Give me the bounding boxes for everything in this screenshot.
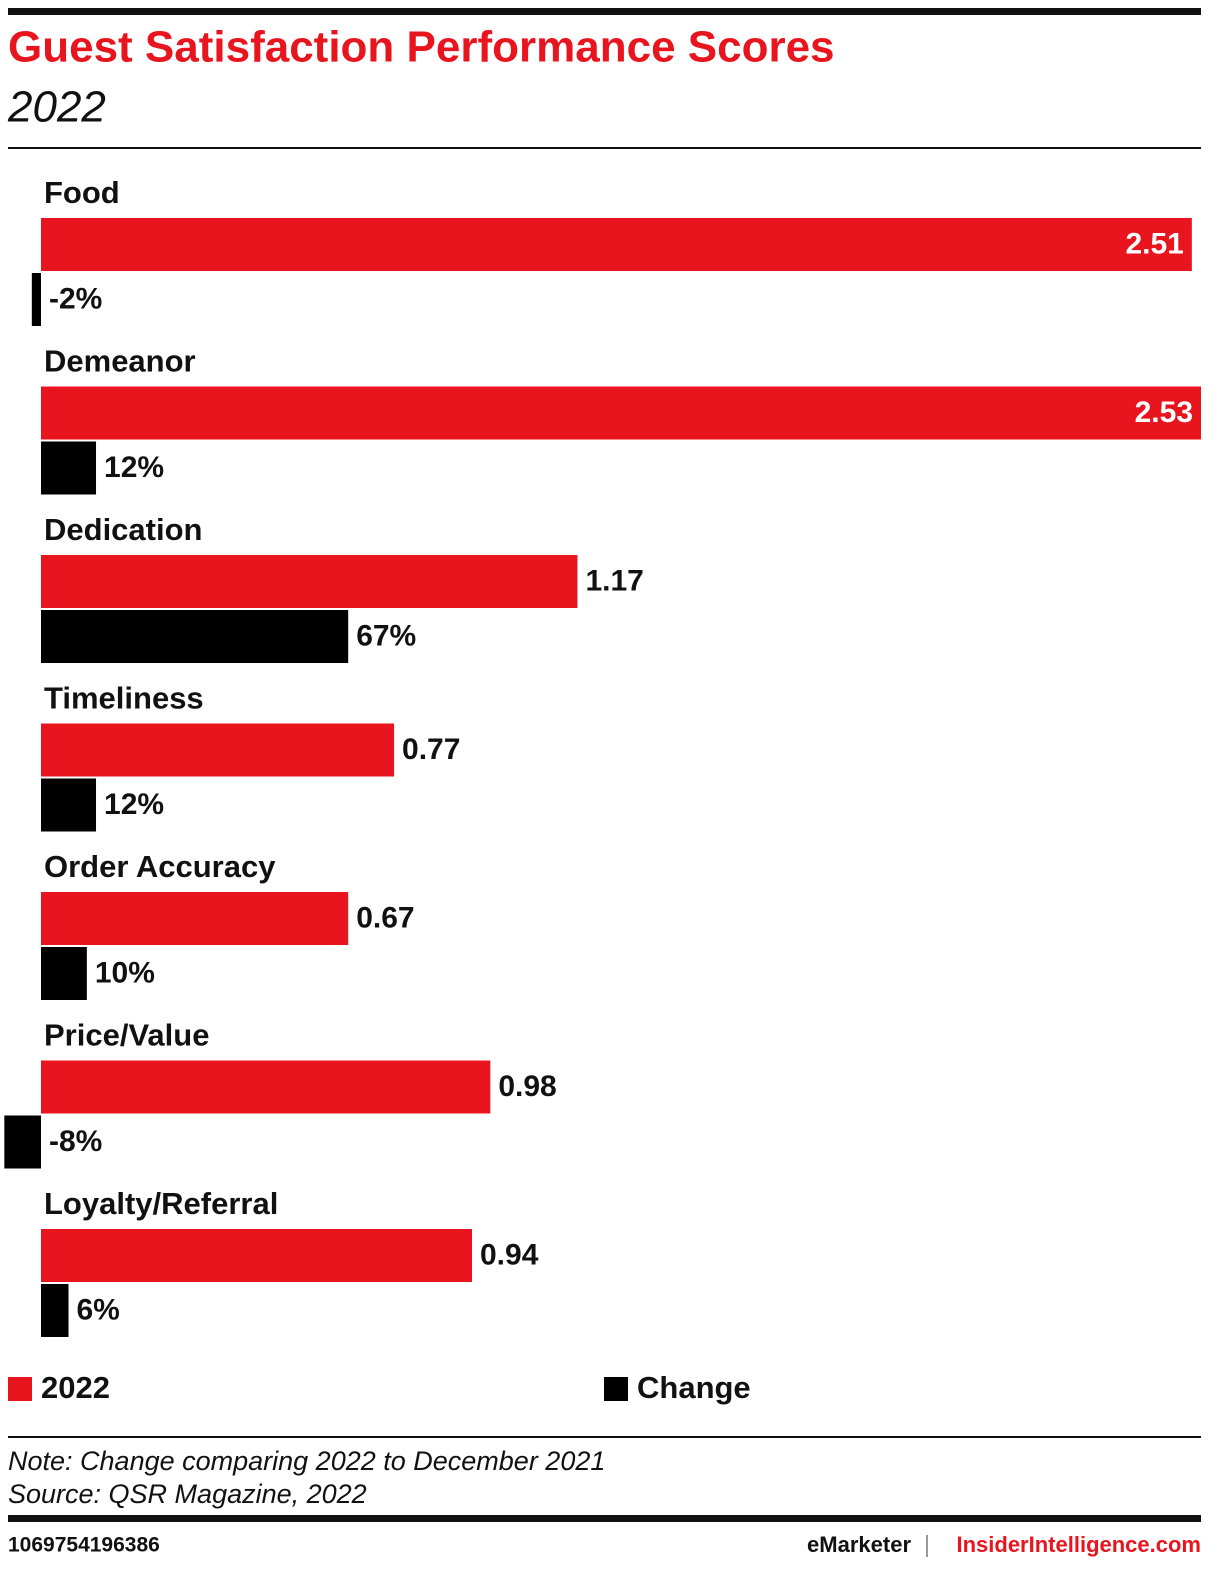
value-label: -2% (49, 282, 102, 315)
bar (41, 610, 349, 663)
category-label: Price/Value (44, 1018, 209, 1053)
bar (41, 1229, 472, 1282)
bar (41, 441, 97, 495)
divider (8, 147, 1201, 149)
value-label: 10% (95, 956, 155, 989)
value-label: 2.51 (1125, 227, 1183, 260)
value-label: -8% (49, 1125, 102, 1158)
bar (41, 723, 395, 777)
category-label: Food (44, 175, 120, 210)
bar (31, 273, 41, 326)
bar (41, 218, 1192, 271)
value-label: 0.98 (498, 1070, 556, 1103)
value-label: 67% (356, 619, 416, 652)
note: Note: Change comparing 2022 to December … (8, 1446, 605, 1476)
category-label: Dedication (44, 512, 202, 547)
value-label: 2.53 (1135, 396, 1193, 429)
value-label: 12% (104, 451, 164, 484)
bar (4, 1115, 42, 1169)
value-label: 0.77 (402, 733, 460, 766)
chart-title: Guest Satisfaction Performance Scores (8, 23, 835, 72)
value-label: 0.94 (480, 1238, 539, 1271)
legend-label: 2022 (41, 1370, 110, 1405)
bar (41, 947, 87, 1000)
category-label: Demeanor (44, 344, 196, 379)
value-label: 0.67 (356, 901, 414, 934)
bar (41, 1060, 491, 1114)
brand-site: InsiderIntelligence.com (956, 1532, 1201, 1557)
chart-subtitle: 2022 (7, 83, 106, 132)
brand-separator (926, 1535, 928, 1557)
bar (41, 778, 97, 832)
category-label: Timeliness (44, 681, 204, 716)
divider (8, 1436, 1201, 1438)
value-label: 1.17 (585, 564, 643, 597)
chart-id: 1069754196386 (8, 1534, 160, 1557)
bar (41, 1284, 69, 1337)
category-label: Loyalty/Referral (44, 1186, 278, 1221)
bar (41, 555, 578, 608)
bottom-rule (8, 1515, 1201, 1522)
value-label: 6% (77, 1293, 120, 1326)
value-label: 12% (104, 788, 164, 821)
brand: eMarketer (807, 1532, 911, 1557)
category-label: Order Accuracy (44, 849, 276, 884)
legend-swatch (604, 1377, 628, 1401)
source: Source: QSR Magazine, 2022 (8, 1479, 367, 1509)
bar (41, 892, 349, 945)
bar (41, 386, 1202, 440)
legend-label: Change (637, 1370, 751, 1405)
legend-swatch (8, 1377, 32, 1401)
top-rule (8, 8, 1201, 15)
